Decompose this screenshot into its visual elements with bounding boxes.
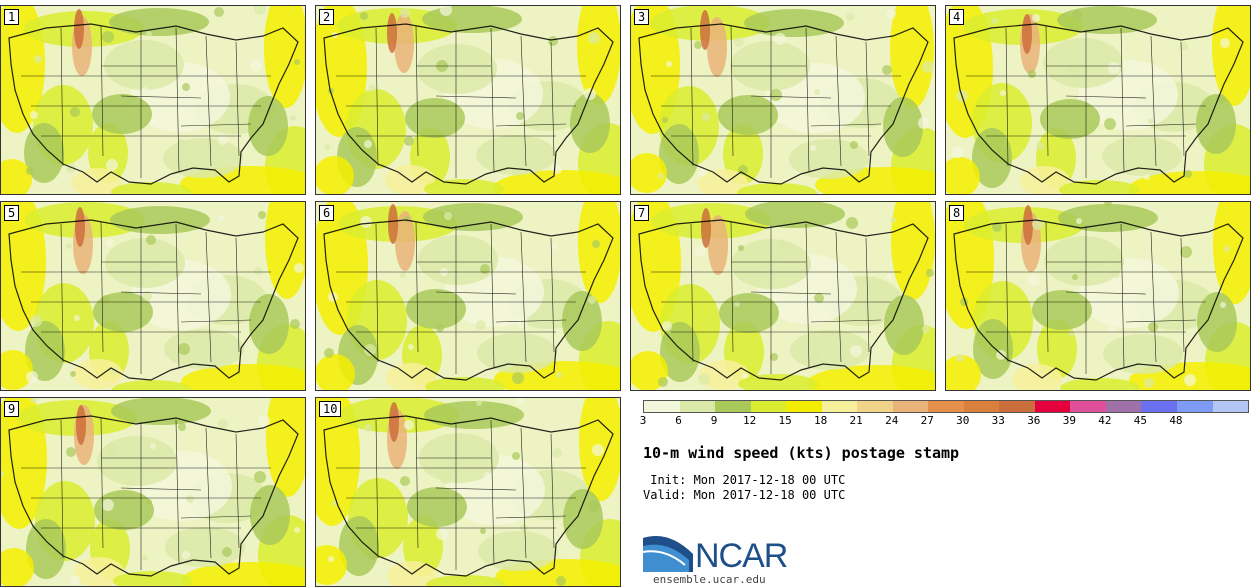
- colorbar-tick-label: 42: [1098, 414, 1112, 427]
- panel-number: 8: [949, 205, 965, 221]
- colorbar-tick-label: 6: [675, 414, 682, 427]
- member-map: [946, 202, 1250, 390]
- panel-number: 10: [319, 401, 342, 417]
- member-panel-10: 10: [315, 397, 621, 587]
- member-panel-9: 9: [0, 397, 306, 587]
- colorbar-tick-label: 45: [1133, 414, 1148, 427]
- member-map: [316, 202, 620, 390]
- member-panel-2: 2: [315, 5, 621, 195]
- panel-number: 1: [4, 9, 20, 25]
- member-map: [631, 202, 935, 390]
- ncar-wordmark: NCAR: [695, 537, 788, 575]
- colorbar-tick-labels: 3 6 9 12 15 18 21 24 27 30 33 36 39 42 45 48: [639, 414, 1247, 428]
- member-map: [1, 202, 305, 390]
- colorbar-cell: [1070, 401, 1106, 412]
- ncar-logo: NCAR ensemble.ucar.edu: [643, 532, 803, 586]
- colorbar-tick-label: 21: [849, 414, 863, 427]
- colorbar-tick-label: 24: [885, 414, 899, 427]
- colorbar-cell: [1141, 401, 1177, 412]
- member-map: [946, 6, 1250, 194]
- member-map: [631, 6, 935, 194]
- colorbar-tick-label: 39: [1062, 414, 1076, 427]
- colorbar: [643, 400, 1249, 413]
- colorbar-cell: [786, 401, 822, 412]
- panel-number: 9: [4, 401, 20, 417]
- member-panel-7: 7: [630, 201, 936, 391]
- member-panel-4: 4: [945, 5, 1251, 195]
- colorbar-tick-label: 33: [991, 414, 1005, 427]
- colorbar-cell: [999, 401, 1035, 412]
- panel-number: 2: [319, 9, 335, 25]
- colorbar-cell: [679, 401, 716, 412]
- plot-title: 10-m wind speed (kts) postage stamp: [643, 444, 960, 462]
- colorbar-cell: [1212, 401, 1249, 412]
- member-map: [316, 6, 620, 194]
- member-panel-8: 8: [945, 201, 1251, 391]
- colorbar-tick-label: 12: [742, 414, 757, 427]
- colorbar-cell: [928, 401, 964, 412]
- member-map: [316, 398, 620, 586]
- colorbar-cell: [963, 401, 1000, 412]
- member-panel-1: 1: [0, 5, 306, 195]
- colorbar-tick-label: 3: [639, 414, 647, 427]
- colorbar-cell: [715, 401, 751, 412]
- colorbar-tick-label: 30: [956, 414, 970, 427]
- panel-number: 6: [319, 205, 335, 221]
- panel-number: 3: [634, 9, 650, 25]
- init-time: Init: Mon 2017-12-18 00 UTC: [643, 473, 846, 487]
- panel-number: 5: [4, 205, 20, 221]
- colorbar-tick-label: 48: [1169, 414, 1183, 427]
- member-map: [1, 6, 305, 194]
- colorbar-cell: [857, 401, 893, 412]
- colorbar-cell: [892, 401, 929, 412]
- ncar-url: ensemble.ucar.edu: [653, 573, 766, 586]
- member-panel-6: 6: [315, 201, 621, 391]
- ncar-logo-mark: [643, 536, 693, 572]
- colorbar-cell: [644, 401, 680, 412]
- panel-number: 7: [634, 205, 650, 221]
- colorbar-cell: [1034, 401, 1071, 412]
- colorbar-tick-label: 15: [778, 414, 792, 427]
- colorbar-tick-label: 27: [920, 414, 934, 427]
- panel-number: 4: [949, 9, 965, 25]
- member-panel-3: 3: [630, 5, 936, 195]
- colorbar-tick-label: 18: [814, 414, 828, 427]
- colorbar-tick-label: 9: [710, 414, 718, 427]
- member-map: [1, 398, 305, 586]
- valid-time: Valid: Mon 2017-12-18 00 UTC: [643, 488, 846, 502]
- colorbar-cell: [1105, 401, 1142, 412]
- colorbar-cell: [750, 401, 787, 412]
- colorbar-tick-label: 36: [1027, 414, 1041, 427]
- colorbar-cell: [821, 401, 858, 412]
- member-panel-5: 5: [0, 201, 306, 391]
- colorbar-cell: [1176, 401, 1213, 412]
